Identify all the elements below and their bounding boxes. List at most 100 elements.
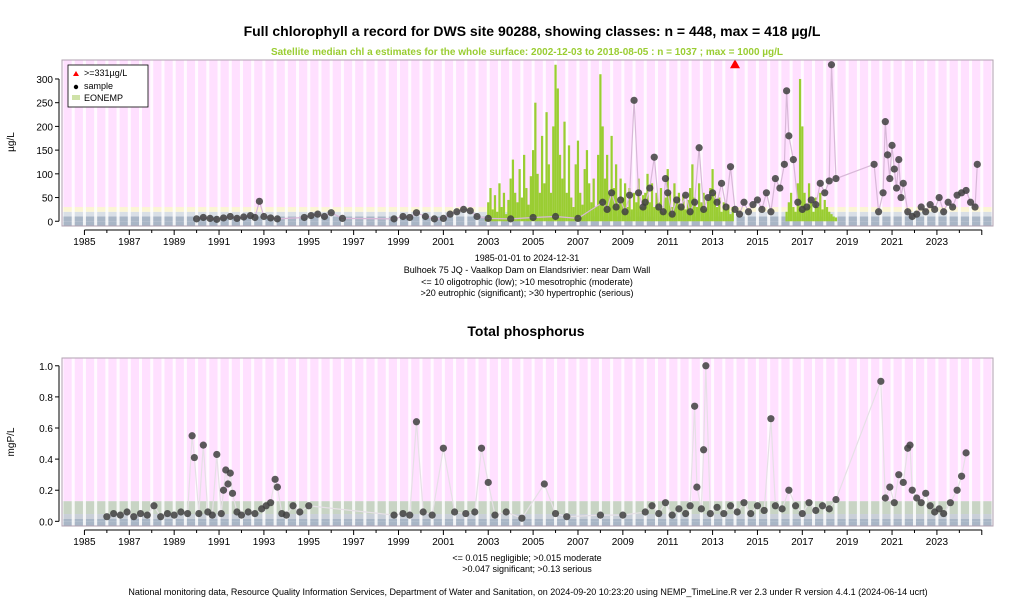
sample-point	[477, 444, 486, 452]
x-tick-label: 2015	[746, 537, 769, 548]
satellite-bar	[561, 178, 564, 222]
sample-point	[267, 499, 275, 507]
satellite-bar	[581, 204, 584, 222]
satellite-bar	[668, 192, 672, 222]
sample-point	[563, 513, 571, 521]
sample-point	[922, 489, 930, 497]
sample-point	[540, 480, 548, 488]
exceedance-marker	[730, 59, 741, 69]
satellite-bar	[680, 207, 683, 222]
satellite-bar	[505, 214, 508, 222]
sample-point	[780, 160, 788, 168]
sample-point	[217, 509, 225, 518]
sample-point	[619, 511, 627, 519]
sample-point	[419, 508, 427, 516]
sample-point	[661, 174, 670, 183]
sample-point	[874, 208, 883, 216]
sample-point	[767, 208, 775, 216]
y-tick-label: 200	[36, 122, 53, 133]
sample-point	[913, 494, 921, 502]
y-tick-label: 250	[36, 99, 53, 110]
sample-point	[421, 212, 430, 221]
sample-point	[170, 511, 178, 519]
sample-point	[338, 214, 347, 223]
sample-point	[966, 198, 975, 206]
y-tick-label: 0	[47, 217, 53, 228]
x-tick-label: 2007	[567, 537, 590, 548]
chl-class-note-2: >20 eutrophic (significant); >30 hypertr…	[420, 288, 633, 298]
satellite-bar	[646, 173, 649, 222]
satellite-bar	[514, 192, 517, 222]
sample-point	[150, 502, 158, 510]
chl-title: Full chlorophyll a record for DWS site 9…	[244, 23, 821, 39]
legend-box	[67, 64, 149, 108]
satellite-bar	[814, 197, 817, 222]
sample-point	[502, 508, 510, 516]
sample-point	[695, 144, 703, 152]
sample-point	[529, 213, 537, 222]
satellite-bar	[592, 178, 595, 222]
sample-point	[726, 502, 735, 510]
sample-point	[740, 499, 748, 507]
sample-point	[825, 177, 833, 185]
sample-point	[190, 453, 198, 462]
class-band-3	[62, 358, 993, 502]
satellite-bar	[689, 188, 692, 222]
sample-point	[733, 508, 741, 516]
x-tick-label: 1995	[298, 537, 321, 548]
sample-point	[466, 207, 474, 215]
chl-period: 1985-01-01 to 2024-12-31	[475, 253, 580, 263]
satellite-bar	[823, 199, 826, 222]
satellite-bar	[585, 150, 589, 222]
sample-point	[484, 478, 492, 487]
sample-point	[940, 509, 948, 518]
satellite-bar	[825, 207, 829, 222]
sample-point	[462, 509, 470, 518]
x-tick-label: 1991	[208, 537, 231, 548]
sample-point	[650, 153, 658, 161]
y-tick-label: 1.0	[39, 362, 53, 373]
sample-point	[668, 210, 676, 218]
sample-point	[103, 513, 111, 521]
x-tick-label: 2013	[701, 537, 724, 548]
sample-point	[213, 450, 221, 459]
x-tick-label: 1985	[73, 237, 96, 248]
sample-point	[776, 184, 784, 192]
legend-marker-dot	[73, 84, 79, 90]
x-tick-label: 1993	[253, 237, 276, 248]
sample-point	[922, 208, 930, 216]
sample-point	[886, 174, 894, 183]
x-tick-label: 2017	[791, 537, 814, 548]
chl-plot-area: 0 50 100 150 200 250 300 1985 1987 1989 1991 1993 19…	[36, 59, 995, 248]
legend-label-2: EONEMP	[84, 93, 123, 103]
satellite-bar	[684, 209, 687, 222]
sample-point	[453, 208, 461, 216]
sample-point	[888, 141, 896, 149]
satellite-bar	[610, 135, 613, 222]
sample-point	[832, 174, 840, 183]
x-tick-label: 2009	[612, 537, 635, 548]
satellite-bar	[493, 195, 497, 222]
tp-plot-area: 0.0 0.2 0.4 0.6 0.8 1.0 1985 1987 1989 1991 1993 19…	[39, 357, 995, 548]
sample-point	[758, 205, 766, 213]
satellite-bar	[805, 207, 808, 222]
sample-point	[700, 205, 708, 213]
sample-point	[778, 505, 786, 513]
sample-point	[206, 214, 214, 223]
chl-class-note-1: <= 10 oligotrophic (low); >10 mesotrophi…	[421, 277, 633, 287]
y-tick-label: 100	[36, 170, 53, 181]
sample-point	[406, 213, 414, 222]
satellite-bar	[509, 178, 512, 222]
sample-point	[890, 165, 898, 173]
sample-point	[899, 179, 907, 187]
sample-point	[702, 362, 710, 370]
sample-point	[195, 509, 203, 518]
x-tick-label: 2005	[522, 237, 545, 248]
sample-point	[551, 212, 560, 221]
sample-point	[233, 214, 241, 223]
satellite-bar	[810, 202, 813, 222]
satellite-bar	[697, 183, 701, 222]
sample-point	[399, 509, 407, 518]
sample-point	[439, 444, 447, 452]
sample-point	[682, 191, 690, 199]
